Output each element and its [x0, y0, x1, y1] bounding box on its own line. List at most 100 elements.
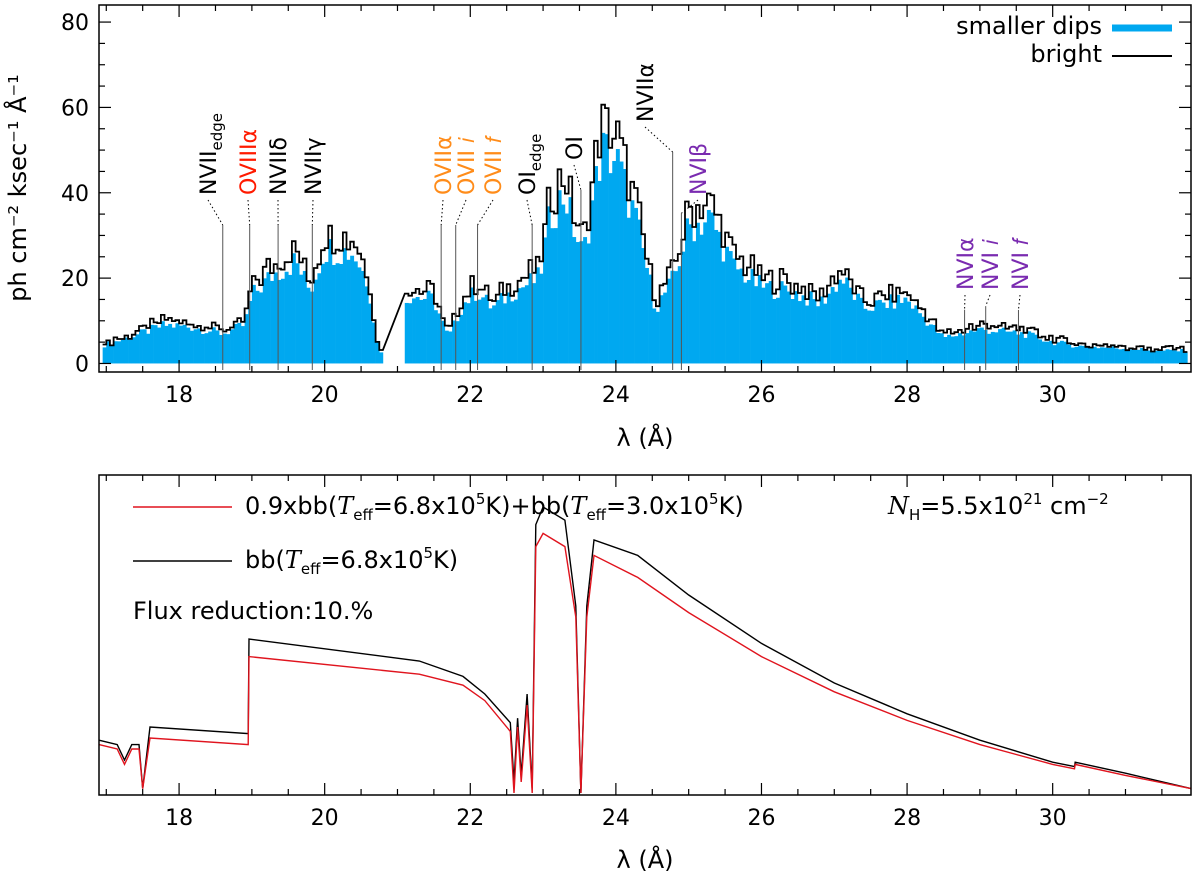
dips-bar: [845, 277, 850, 364]
annotation-label: OIedge: [516, 134, 545, 195]
dips-bar: [586, 243, 591, 364]
dips-bar: [943, 337, 948, 364]
dips-bar: [346, 259, 351, 364]
dips-bar: [226, 334, 231, 364]
dips-bar: [448, 331, 453, 364]
dips-bar: [634, 207, 639, 364]
dips-bar: [757, 274, 762, 364]
dips-bar: [328, 239, 333, 364]
dips-bar: [1125, 350, 1130, 364]
top-y-ticks: 0 20 40 60 80: [61, 11, 1191, 377]
line-annotation: NVIIγ: [302, 137, 327, 370]
dips-bar: [1078, 345, 1083, 364]
annotation-label: OVIIα: [432, 136, 457, 195]
dips-bar: [1005, 331, 1010, 364]
dips-bar: [1100, 347, 1104, 364]
dips-bar: [168, 323, 173, 364]
y-tick-label: 60: [61, 96, 89, 121]
x-tick-label: 26: [747, 383, 775, 408]
top-frame: [98, 4, 1192, 373]
dips-bar: [721, 261, 726, 364]
dips-bar: [357, 267, 362, 364]
dips-bar: [1045, 341, 1050, 364]
dips-bar: [321, 263, 325, 364]
line-annotation: OVII 𝑖: [455, 137, 480, 370]
dips-bar: [950, 336, 955, 364]
dips-bar: [888, 294, 893, 364]
dips-bar: [353, 261, 358, 364]
dips-bar: [1052, 345, 1057, 364]
dips-bar: [870, 310, 875, 364]
dips-bar: [896, 294, 901, 364]
dips-bar: [426, 290, 431, 364]
dips-bar: [237, 322, 242, 364]
dips-bar: [703, 222, 708, 364]
dips-bar: [867, 310, 871, 364]
dips-bar: [914, 305, 919, 364]
dips-bar: [1019, 332, 1024, 364]
dips-bar: [484, 294, 489, 364]
dips-bar: [776, 297, 780, 364]
dips-bar: [637, 219, 642, 364]
dips-bar: [575, 242, 580, 364]
dips-bar: [149, 324, 154, 364]
dips-bar: [1165, 349, 1170, 364]
dips-bar: [146, 333, 151, 364]
dips-bar: [379, 352, 384, 364]
dips-bar: [182, 324, 187, 364]
dips-bar: [768, 281, 773, 364]
dips-bar: [819, 296, 824, 364]
dips-bar: [626, 217, 631, 364]
dips-bar: [335, 263, 340, 364]
dips-bar: [433, 310, 438, 364]
dips-bar: [579, 241, 584, 364]
dips-bar: [513, 299, 518, 364]
bottom-panel: 18 20 22 24 26 28 30 λ (Å) 0.9xbb(Teff=6.8x105…: [98, 474, 1192, 874]
dips-bar: [794, 291, 799, 364]
dips-bar: [444, 330, 449, 364]
dips-bar: [921, 316, 926, 364]
dips-bar: [732, 258, 737, 364]
dips-bar: [583, 237, 588, 364]
dips-bar: [117, 341, 122, 364]
dips-bar: [211, 327, 216, 364]
dips-bar: [415, 296, 420, 364]
dips-bar: [131, 337, 136, 364]
dips-bar: [564, 213, 569, 364]
dips-bar: [710, 212, 715, 364]
dips-bar: [372, 322, 376, 364]
nh-annotation: NH=5.5x1021 cm−2: [887, 490, 1109, 524]
dips-bar: [470, 287, 475, 364]
dips-bar: [528, 273, 533, 364]
dips-bar: [288, 274, 293, 364]
dips-bar: [976, 328, 981, 364]
dips-bar: [928, 324, 933, 364]
dips-bar: [717, 231, 722, 364]
dips-bar: [499, 293, 504, 364]
annotation-label: NVIIedge: [197, 113, 226, 195]
annotation-leader: [455, 199, 467, 226]
annotation-leader: [477, 199, 494, 226]
dips-bar: [994, 332, 999, 364]
dips-bar: [772, 298, 777, 364]
dips-bar: [160, 321, 165, 364]
dips-bar: [521, 287, 526, 364]
dips-bar: [863, 308, 868, 364]
dips-bar: [608, 173, 613, 364]
dips-bar: [827, 293, 831, 364]
dips-bar: [554, 228, 558, 364]
bright-step-line: [102, 103, 1188, 353]
dips-bar: [830, 287, 835, 364]
dips-bar: [659, 295, 664, 364]
dips-bar: [466, 303, 471, 364]
dips-bar: [739, 268, 744, 364]
annotation-leader: [644, 126, 673, 153]
dips-bar: [939, 333, 944, 364]
dips-bar: [142, 329, 147, 364]
dips-bar: [572, 237, 577, 364]
dips-bar: [1085, 347, 1090, 364]
dips-bar: [259, 292, 264, 364]
dips-bar: [255, 290, 260, 364]
dips-bar: [594, 166, 598, 364]
dips-bar: [331, 264, 336, 364]
